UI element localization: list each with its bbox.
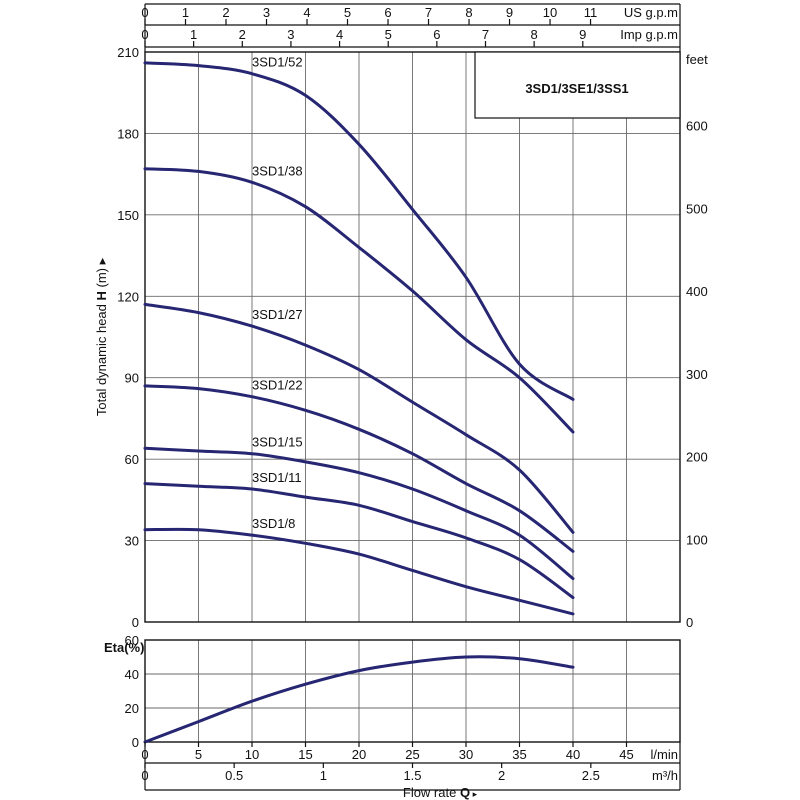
head-y-tick-label: 210 bbox=[117, 45, 139, 60]
m3h-tick-label: 0.5 bbox=[225, 768, 243, 783]
us-gpm-tick-label: 8 bbox=[465, 5, 472, 20]
top-flow-scales: 0 1 2 3 4 5 6 7 8 9 10 11 US g.p.m0 1 2 3 4 5 6 7 8 9 Imp g.p.… bbox=[141, 3, 681, 52]
lpm-tick-label: 20 bbox=[352, 747, 366, 762]
imp-gpm-tick-label: 9 bbox=[579, 27, 586, 42]
head-y-tick-label: 60 bbox=[125, 452, 139, 467]
imp-gpm-tick-label: 1 bbox=[190, 27, 197, 42]
head-feet-tick-label: 300 bbox=[686, 367, 708, 382]
flow-rate-label: Flow rate Q ▸ bbox=[403, 785, 478, 800]
feet-axis-label: feet bbox=[686, 52, 708, 67]
head-y-tick-label: 150 bbox=[117, 208, 139, 223]
imp-gpm-label: Imp g.p.m bbox=[620, 27, 678, 42]
head-panel-frame bbox=[144, 51, 681, 623]
lpm-unit-label: l/min bbox=[651, 747, 678, 762]
lpm-tick-label: 10 bbox=[245, 747, 259, 762]
us-gpm-tick-label: 10 bbox=[543, 5, 557, 20]
us-gpm-label: US g.p.m bbox=[624, 5, 678, 20]
us-gpm-tick-label: 6 bbox=[384, 5, 391, 20]
m3h-tick-label: 0 bbox=[141, 768, 148, 783]
bottom-flow-scales: 0 5 10 15 20 25 30 35 40 45 l/min 0 0.5 1 1.5 2 2.5 m³/h F… bbox=[141, 742, 681, 800]
head-y-tick-label: 90 bbox=[125, 371, 139, 386]
pump-curve-3sd1-11 bbox=[143, 482, 575, 600]
eta-axis-label: Eta(%) bbox=[104, 640, 144, 655]
head-axis-label: Total dynamic head H (m) ▸ bbox=[94, 257, 109, 416]
curve-label: 3SD1/52 bbox=[252, 55, 303, 70]
us-gpm-tick-label: 9 bbox=[506, 5, 513, 20]
head-y-tick-label: 180 bbox=[117, 126, 139, 141]
imp-gpm-tick-label: 0 bbox=[141, 27, 148, 42]
curve-label: 3SD1/15 bbox=[252, 435, 303, 450]
us-gpm-tick-label: 0 bbox=[141, 5, 148, 20]
us-gpm-tick-label: 2 bbox=[222, 5, 229, 20]
imp-gpm-tick-label: 6 bbox=[433, 27, 440, 42]
eta-y-tick-label: 40 bbox=[125, 667, 139, 682]
head-y-tick-label: 0 bbox=[132, 615, 139, 630]
imp-gpm-tick-label: 7 bbox=[482, 27, 489, 42]
pump-curve-3sd1-52 bbox=[143, 61, 575, 401]
head-panel: 0 30 60 90 120 150 180 210 0 100 200 300 400 500 600 fe… bbox=[94, 45, 708, 630]
curve-label: 3SD1/38 bbox=[252, 163, 303, 178]
head-feet-tick-label: 400 bbox=[686, 284, 708, 299]
eta-y-tick-label: 0 bbox=[132, 735, 139, 750]
pump-curve-3sd1-27 bbox=[143, 302, 575, 534]
lpm-tick-label: 5 bbox=[195, 747, 202, 762]
curve-label: 3SD1/8 bbox=[252, 516, 295, 531]
imp-gpm-tick-label: 2 bbox=[239, 27, 246, 42]
us-gpm-tick-label: 7 bbox=[425, 5, 432, 20]
pump-curve-3sd1-8 bbox=[143, 527, 575, 616]
curve-label: 3SD1/27 bbox=[252, 307, 303, 322]
pump-curve-3sd1-38 bbox=[143, 167, 575, 434]
pump-curve-3sd1-22 bbox=[143, 384, 575, 553]
imp-gpm-tick-label: 5 bbox=[385, 27, 392, 42]
title-box bbox=[474, 51, 681, 119]
m3h-unit-label: m³/h bbox=[652, 768, 678, 783]
head-feet-tick-label: 500 bbox=[686, 201, 708, 216]
curve-label: 3SD1/22 bbox=[252, 378, 303, 393]
us-gpm-tick-label: 4 bbox=[303, 5, 310, 20]
head-feet-tick-label: 100 bbox=[686, 532, 708, 547]
imp-gpm-tick-label: 3 bbox=[287, 27, 294, 42]
m3h-tick-label: 2 bbox=[498, 768, 505, 783]
imp-gpm-tick-label: 4 bbox=[336, 27, 343, 42]
pump-curve-3sd1-15 bbox=[143, 446, 575, 581]
head-y-tick-label: 120 bbox=[117, 289, 139, 304]
us-gpm-tick-label: 5 bbox=[344, 5, 351, 20]
m3h-tick-label: 1.5 bbox=[403, 768, 421, 783]
head-feet-tick-label: 0 bbox=[686, 615, 693, 630]
lpm-tick-label: 25 bbox=[405, 747, 419, 762]
head-feet-tick-label: 200 bbox=[686, 450, 708, 465]
efficiency-curve bbox=[143, 655, 575, 744]
lpm-tick-label: 40 bbox=[566, 747, 580, 762]
lpm-tick-label: 35 bbox=[512, 747, 526, 762]
eta-y-tick-label: 60 bbox=[125, 633, 139, 648]
lpm-tick-label: 45 bbox=[619, 747, 633, 762]
m3h-tick-label: 1 bbox=[320, 768, 327, 783]
chart-title: 3SD1/3SE1/3SS1 bbox=[525, 81, 628, 96]
us-gpm-tick-label: 3 bbox=[263, 5, 270, 20]
lpm-tick-label: 30 bbox=[459, 747, 473, 762]
eta-y-tick-label: 20 bbox=[125, 701, 139, 716]
lpm-tick-label: 0 bbox=[141, 747, 148, 762]
us-gpm-tick-label: 1 bbox=[182, 5, 189, 20]
imp-gpm-tick-label: 8 bbox=[531, 27, 538, 42]
lpm-tick-label: 15 bbox=[298, 747, 312, 762]
curve-label: 3SD1/11 bbox=[252, 470, 302, 485]
us-gpm-tick-label: 11 bbox=[584, 5, 598, 20]
m3h-tick-label: 2.5 bbox=[582, 768, 600, 783]
head-feet-tick-label: 600 bbox=[686, 119, 708, 134]
head-y-tick-label: 30 bbox=[125, 534, 139, 549]
